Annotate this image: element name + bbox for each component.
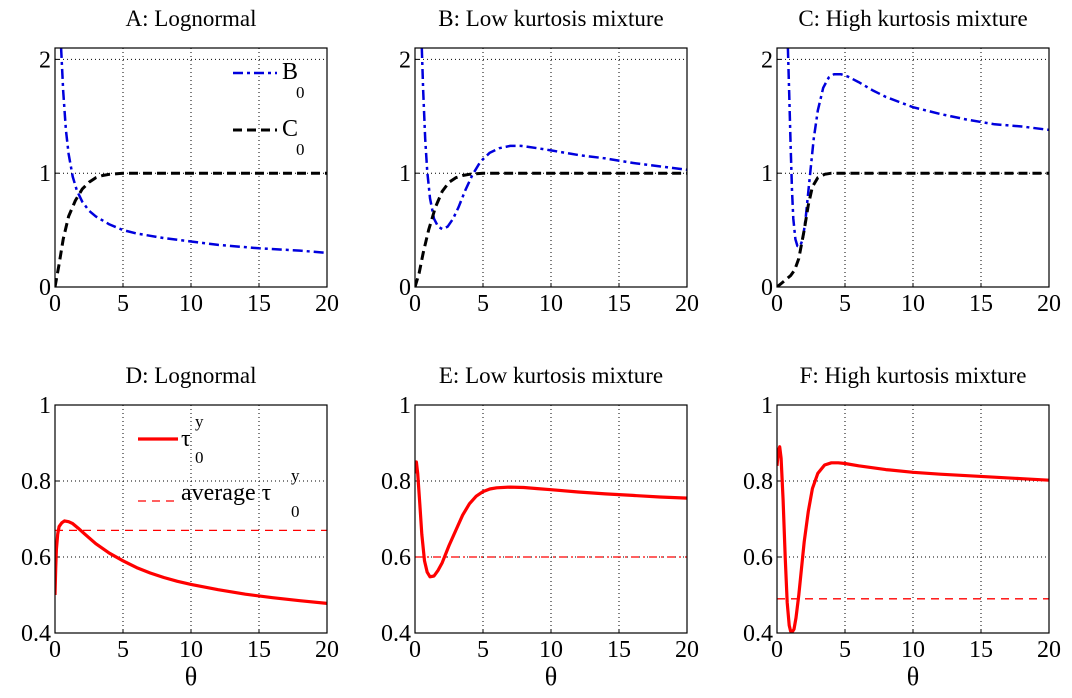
- x-tick-label: 0: [49, 637, 61, 663]
- plot-frame: [414, 404, 688, 634]
- x-tick-label: 10: [179, 291, 203, 317]
- legend-subscript: 0: [291, 502, 300, 521]
- legend-label: B: [282, 59, 298, 85]
- panel-c: C: High kurtosis mixture 0 5 10 15 20 0 1 2: [761, 6, 1061, 317]
- series-line-c0: [55, 171, 327, 287]
- x-tick-label: 5: [477, 291, 489, 317]
- x-tick-label: 0: [409, 291, 421, 317]
- x-tick-label: 10: [901, 291, 925, 317]
- series-line-b0: [786, 48, 1049, 248]
- x-tick-label: 20: [1037, 291, 1061, 317]
- x-tick-label: 10: [539, 637, 563, 663]
- x-tick-label: 15: [247, 291, 271, 317]
- x-tick-label: 5: [117, 637, 129, 663]
- x-tick-label: 5: [477, 637, 489, 663]
- x-tick-label: 10: [179, 637, 203, 663]
- y-tick-label: 0.8: [21, 469, 51, 495]
- x-tick-label: 20: [315, 637, 339, 663]
- panel-f: F: High kurtosis mixture 0 5 10 15 20 0.4 0.6 0.…: [743, 363, 1061, 691]
- y-tick-label: 0: [761, 275, 773, 301]
- plot-frame: [54, 404, 328, 634]
- plot-frame: [414, 47, 688, 288]
- legend-label: τ: [181, 426, 191, 452]
- legend-superscript: y: [291, 466, 300, 485]
- panel-title: A: Lognormal: [126, 6, 257, 31]
- y-tick-label: 0.6: [743, 545, 773, 571]
- legend-superscript: y: [195, 412, 204, 431]
- legend-label: average τ: [181, 480, 272, 506]
- legend-subscript: 0: [195, 448, 204, 467]
- panel-title: B: Low kurtosis mixture: [438, 6, 664, 31]
- y-tick-label: 0.8: [381, 469, 411, 495]
- x-tick-label: 0: [49, 291, 61, 317]
- y-tick-label: 1: [39, 161, 51, 187]
- plot-frame: [776, 47, 1050, 288]
- y-tick-label: 1: [39, 393, 51, 419]
- x-tick-label: 10: [901, 637, 925, 663]
- y-tick-label: 0.4: [21, 621, 51, 647]
- y-tick-label: 1: [399, 161, 411, 187]
- x-tick-label: 10: [539, 291, 563, 317]
- series-line-tau0y: [777, 445, 1049, 633]
- x-tick-label: 15: [607, 291, 631, 317]
- y-tick-label: 2: [39, 47, 51, 73]
- series-line-tau0y: [55, 519, 327, 605]
- x-tick-label: 15: [969, 637, 993, 663]
- x-tick-label: 15: [607, 637, 631, 663]
- panel-b: B: Low kurtosis mixture 0 5 10 15 20 0 1 2: [399, 6, 699, 317]
- plot-frame: [54, 47, 328, 288]
- panel-e: E: Low kurtosis mixture 0 5 10 15 20 0.4 0.6 0.8…: [381, 363, 699, 691]
- y-tick-label: 1: [761, 161, 773, 187]
- legend-subscript: 0: [296, 83, 305, 102]
- panel-title: D: Lognormal: [126, 363, 257, 388]
- panel-title: E: Low kurtosis mixture: [439, 363, 663, 388]
- x-axis-label: θ: [545, 662, 557, 691]
- y-tick-label: 0.6: [381, 545, 411, 571]
- x-tick-label: 15: [247, 637, 271, 663]
- plot-frame: [776, 404, 1050, 634]
- x-tick-label: 0: [771, 291, 783, 317]
- series-line-b0: [59, 48, 327, 255]
- y-tick-label: 0: [39, 275, 51, 301]
- x-tick-label: 0: [409, 637, 421, 663]
- y-tick-label: 1: [761, 393, 773, 419]
- x-axis-label: θ: [185, 662, 197, 691]
- y-tick-label: 2: [761, 47, 773, 73]
- legend-subscript: 0: [296, 140, 305, 159]
- y-tick-label: 0.4: [743, 621, 773, 647]
- y-tick-label: 0: [399, 275, 411, 301]
- series-line-c0: [777, 171, 1049, 287]
- series-line-b0: [420, 48, 687, 231]
- y-tick-label: 0.4: [381, 621, 411, 647]
- x-tick-label: 20: [1037, 637, 1061, 663]
- x-tick-label: 5: [839, 291, 851, 317]
- x-tick-label: 15: [969, 291, 993, 317]
- panel-title: F: High kurtosis mixture: [800, 363, 1027, 388]
- series-line-c0: [415, 171, 687, 287]
- series-line-tau0y: [415, 460, 687, 579]
- y-tick-label: 0.6: [21, 545, 51, 571]
- legend-label: C: [282, 116, 298, 142]
- y-tick-label: 1: [399, 393, 411, 419]
- y-tick-label: 0.8: [743, 469, 773, 495]
- x-tick-label: 20: [675, 291, 699, 317]
- y-tick-label: 2: [399, 47, 411, 73]
- x-tick-label: 0: [771, 637, 783, 663]
- x-tick-label: 20: [315, 291, 339, 317]
- x-tick-label: 5: [839, 637, 851, 663]
- x-tick-label: 20: [675, 637, 699, 663]
- x-axis-label: θ: [907, 662, 919, 691]
- x-tick-label: 5: [117, 291, 129, 317]
- panel-title: C: High kurtosis mixture: [798, 6, 1027, 31]
